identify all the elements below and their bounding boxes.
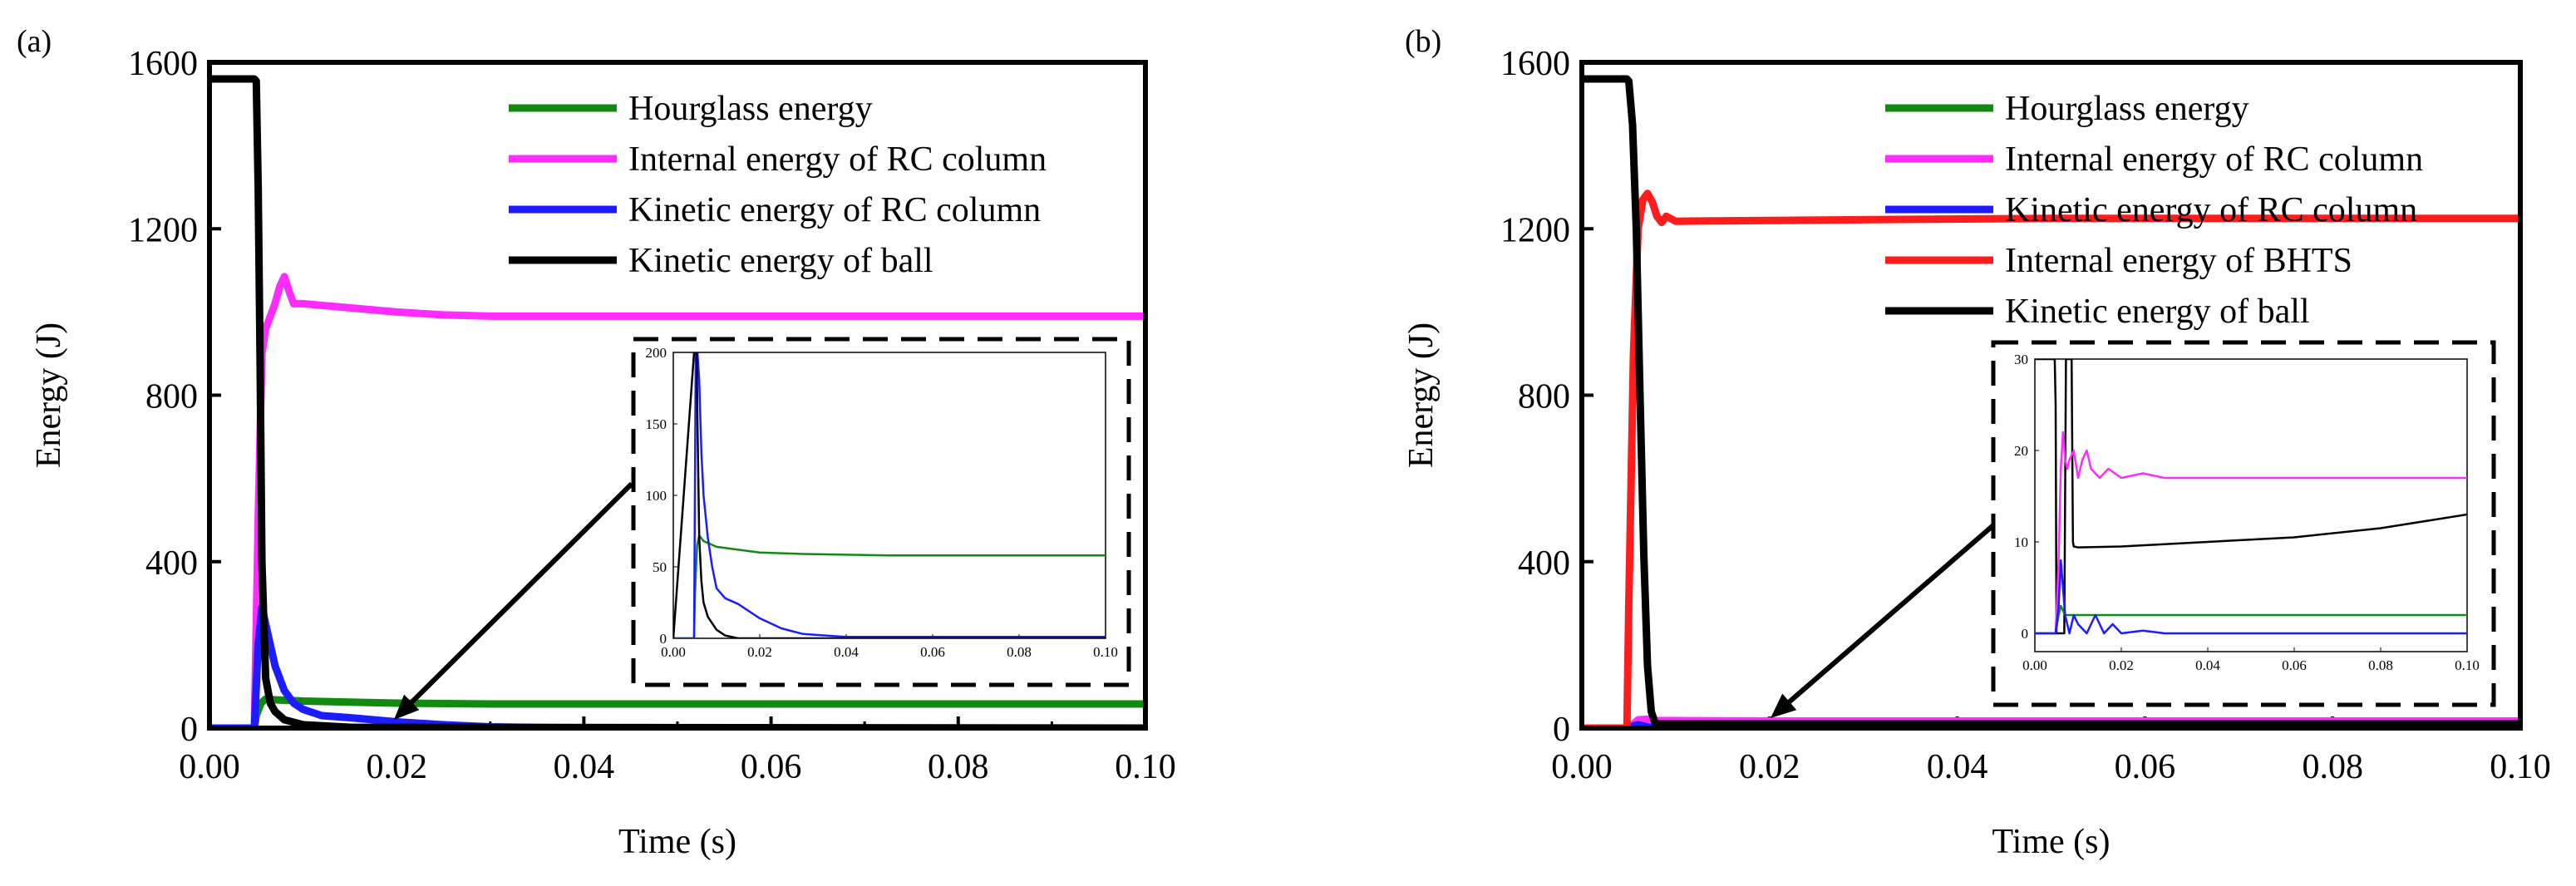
series-group — [212, 75, 1143, 726]
y-axis-label: Energy (J) — [1402, 322, 1441, 468]
inset-y-tick-label: 30 — [2014, 352, 2028, 367]
inset-x-tick-label: 0.00 — [661, 644, 686, 660]
x-tick-label: 0.02 — [366, 748, 427, 786]
y-tick-label: 400 — [145, 544, 198, 583]
inset-x-tick-label: 0.02 — [747, 644, 772, 660]
x-tick-label: 0.00 — [179, 748, 240, 786]
inset-x-tick-label: 0.06 — [2282, 657, 2307, 673]
inset-x-tick-label: 0.02 — [2109, 657, 2134, 673]
inset-x-tick-label: 0.10 — [1093, 644, 1118, 660]
x-tick-label: 0.04 — [1927, 748, 1988, 786]
inset-dashed-box — [631, 337, 1131, 687]
x-tick-label: 0.10 — [1115, 748, 1176, 786]
zoom-arrow-head — [394, 694, 420, 720]
x-tick-label: 0.10 — [2490, 748, 2551, 786]
inset-y-tick-label: 150 — [646, 416, 667, 432]
y-tick-label: 1600 — [128, 45, 198, 83]
legend-label: Kinetic energy of RC column — [2005, 191, 2417, 229]
series-group — [1584, 75, 2518, 726]
y-tick-label: 400 — [1518, 544, 1570, 583]
y-tick-label: 800 — [1518, 378, 1570, 416]
x-axis-label: Time (s) — [1992, 823, 2111, 861]
inset-x-tick-label: 0.06 — [920, 644, 945, 660]
inset-series-group — [2035, 359, 2467, 635]
y-tick-label: 1200 — [128, 211, 198, 249]
inset-y-tick-label: 100 — [646, 488, 667, 504]
legend-label: Internal energy of BHTS — [2005, 242, 2352, 280]
x-tick-label: 0.02 — [1739, 748, 1800, 786]
legend-label: Hourglass energy — [628, 90, 873, 128]
inset-y-tick-label: 0 — [2022, 626, 2029, 642]
inset-frame — [2034, 358, 2468, 652]
series-line-kinetic-ball — [1584, 75, 2518, 726]
inset-y-tick-label: 200 — [646, 345, 667, 361]
legend-label: Kinetic energy of RC column — [628, 191, 1041, 229]
x-tick-label: 0.06 — [2115, 748, 2176, 786]
y-axis-label: Energy (J) — [30, 322, 68, 468]
y-tick-label: 1200 — [1500, 211, 1570, 249]
zoom-arrow-shaft — [410, 481, 634, 704]
inset-x-tick-label: 0.08 — [2368, 657, 2393, 673]
inset-series-line-kinetic-rc — [673, 352, 1106, 638]
x-tick-label: 0.08 — [2302, 748, 2363, 786]
legend-label: Kinetic energy of ball — [2005, 293, 2310, 331]
x-tick-label: 0.08 — [928, 748, 989, 786]
inset-series-line-kinetic-rc — [2035, 559, 2467, 635]
inset-dashed-box — [1991, 340, 2496, 707]
inset-y-tick-label: 10 — [2014, 534, 2028, 550]
y-tick-label: 0 — [1553, 711, 1570, 749]
x-tick-label: 0.04 — [554, 748, 615, 786]
inset-x-tick-label: 0.00 — [2022, 657, 2047, 673]
panel-label: (b) — [1405, 24, 1441, 59]
inset-x-tick-label: 0.04 — [834, 644, 859, 660]
inset-y-tick-label: 20 — [2014, 443, 2028, 459]
inset-x-tick-label: 0.04 — [2195, 657, 2220, 673]
legend-label: Hourglass energy — [2005, 90, 2249, 128]
inset-y-tick-label: 0 — [660, 631, 667, 647]
x-axis-label: Time (s) — [618, 823, 736, 861]
inset-series-group — [673, 352, 1106, 638]
legend-label: Kinetic energy of ball — [628, 242, 933, 280]
inset-series-line-internal-rc — [2035, 431, 2467, 635]
series-line-internal-bhts — [1584, 190, 2518, 726]
y-tick-label: 800 — [145, 378, 198, 416]
inset-series-line-kinetic-ball — [673, 352, 1106, 638]
zoom-arrow-head — [1771, 693, 1797, 718]
inset-y-tick-label: 50 — [653, 559, 667, 575]
y-tick-label: 0 — [180, 711, 198, 749]
zoom-arrow-shaft — [1787, 523, 1995, 704]
inset-x-tick-label: 0.08 — [1007, 644, 1032, 660]
y-tick-label: 1600 — [1500, 45, 1570, 83]
x-tick-label: 0.06 — [741, 748, 802, 786]
series-line-kinetic-ball — [212, 75, 1143, 726]
legend-label: Internal energy of RC column — [2005, 140, 2423, 179]
panel-label: (a) — [17, 24, 52, 59]
inset-x-tick-label: 0.10 — [2455, 657, 2480, 673]
x-tick-label: 0.00 — [1551, 748, 1613, 786]
legend-label: Internal energy of RC column — [628, 140, 1047, 179]
